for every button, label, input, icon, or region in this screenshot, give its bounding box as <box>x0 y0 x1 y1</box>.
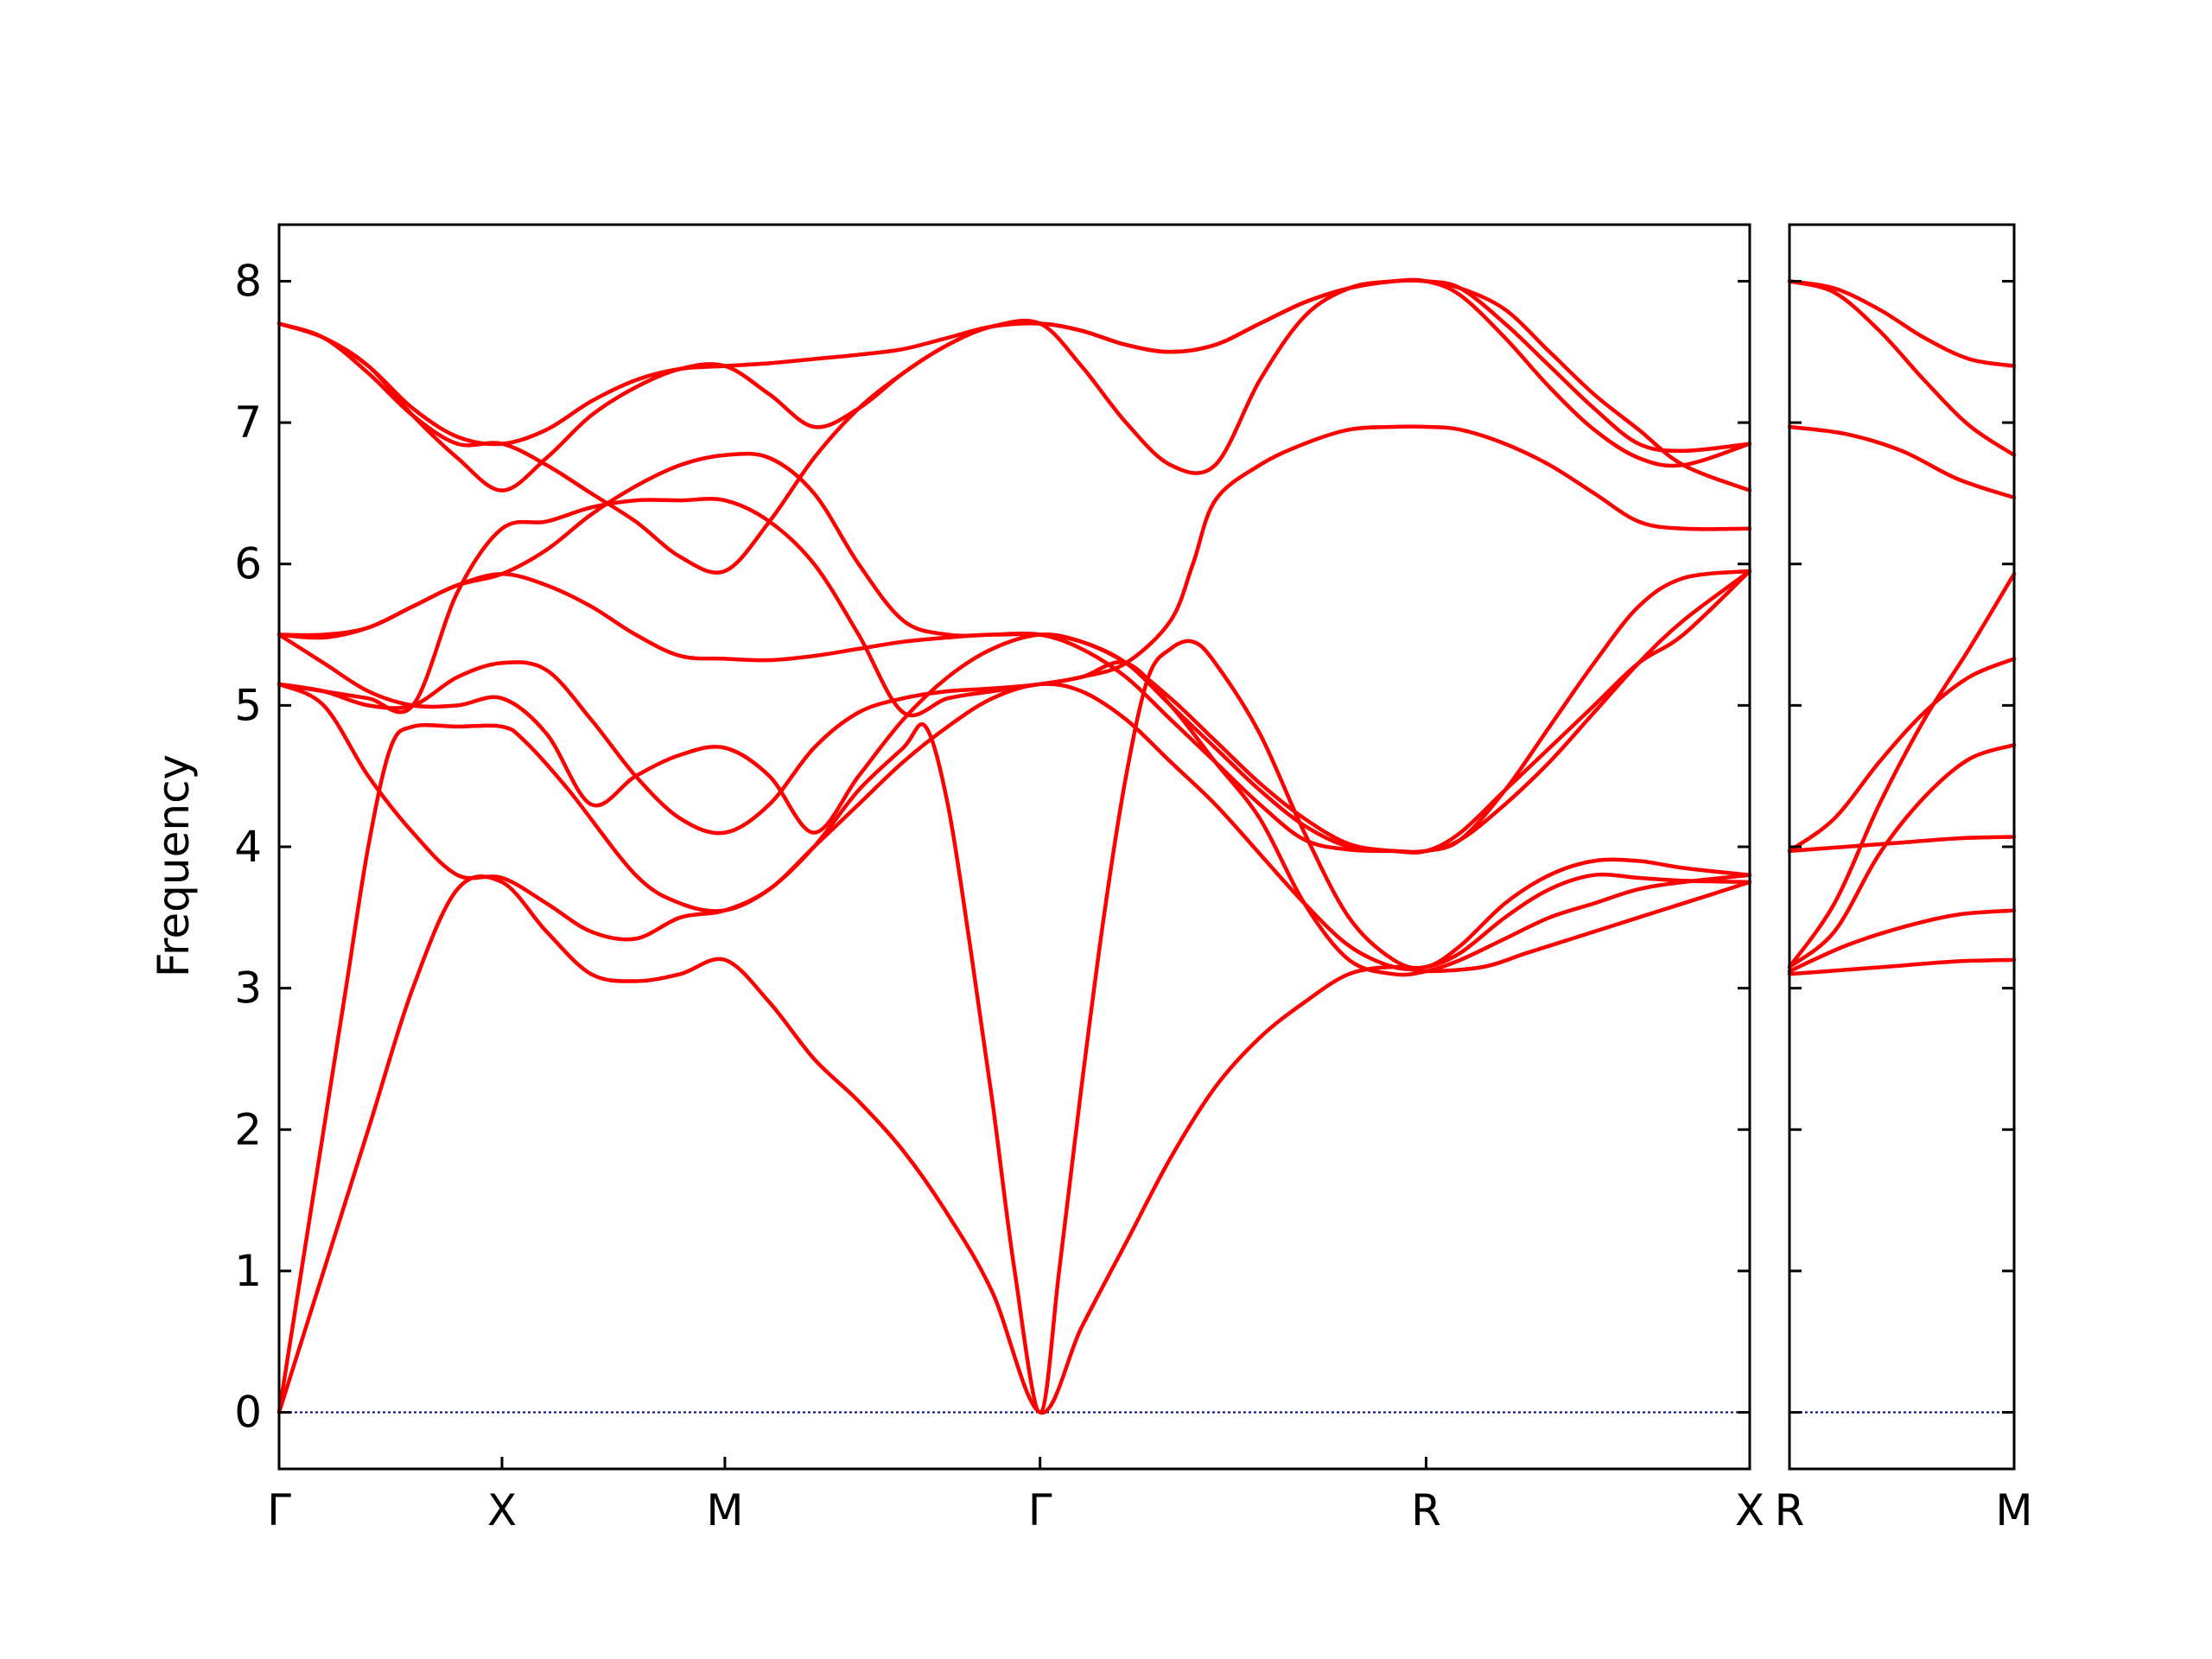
band-main-2 <box>276 639 1752 1414</box>
y-axis-label: Frequency <box>149 754 199 977</box>
y-tick-label: 6 <box>234 539 262 589</box>
band-side-2 <box>1787 908 2017 974</box>
band-main-8 <box>276 451 1752 855</box>
y-tick-label: 4 <box>234 822 262 872</box>
y-tick-label: 1 <box>234 1246 262 1296</box>
x-tick-label: X <box>1735 1485 1764 1535</box>
x-tick-label: X <box>487 1485 517 1535</box>
y-tick-label: 5 <box>234 680 262 730</box>
x-tick-label: R <box>1775 1485 1805 1535</box>
x-tick-label: M <box>706 1485 743 1535</box>
band-main-1 <box>276 874 1752 1414</box>
band-side-6 <box>1787 657 2017 854</box>
y-tick-label: 3 <box>234 963 262 1014</box>
y-tick-label: 2 <box>234 1104 262 1154</box>
phonon-bands <box>276 277 2017 1414</box>
x-tick-label: M <box>1995 1485 2032 1535</box>
y-tick-label: 7 <box>234 397 262 448</box>
y-tick-label: 8 <box>234 256 262 306</box>
band-side-9 <box>1787 279 2017 368</box>
x-tick-label: Γ <box>267 1485 291 1535</box>
x-tick-label: R <box>1411 1485 1441 1535</box>
band-main-11 <box>276 277 1752 468</box>
band-side-1 <box>1787 957 2017 976</box>
band-main-3 <box>276 682 1752 971</box>
x-tick-label: Γ <box>1028 1485 1052 1535</box>
tick-marks <box>277 279 2016 1469</box>
band-main-7 <box>276 424 1752 718</box>
band-side-3 <box>1787 742 2017 969</box>
y-tick-label: 0 <box>234 1388 262 1438</box>
band-side-7 <box>1787 424 2017 500</box>
band-side-4 <box>1787 571 2017 969</box>
band-side-5 <box>1787 835 2017 854</box>
band-side-8 <box>1787 279 2017 457</box>
